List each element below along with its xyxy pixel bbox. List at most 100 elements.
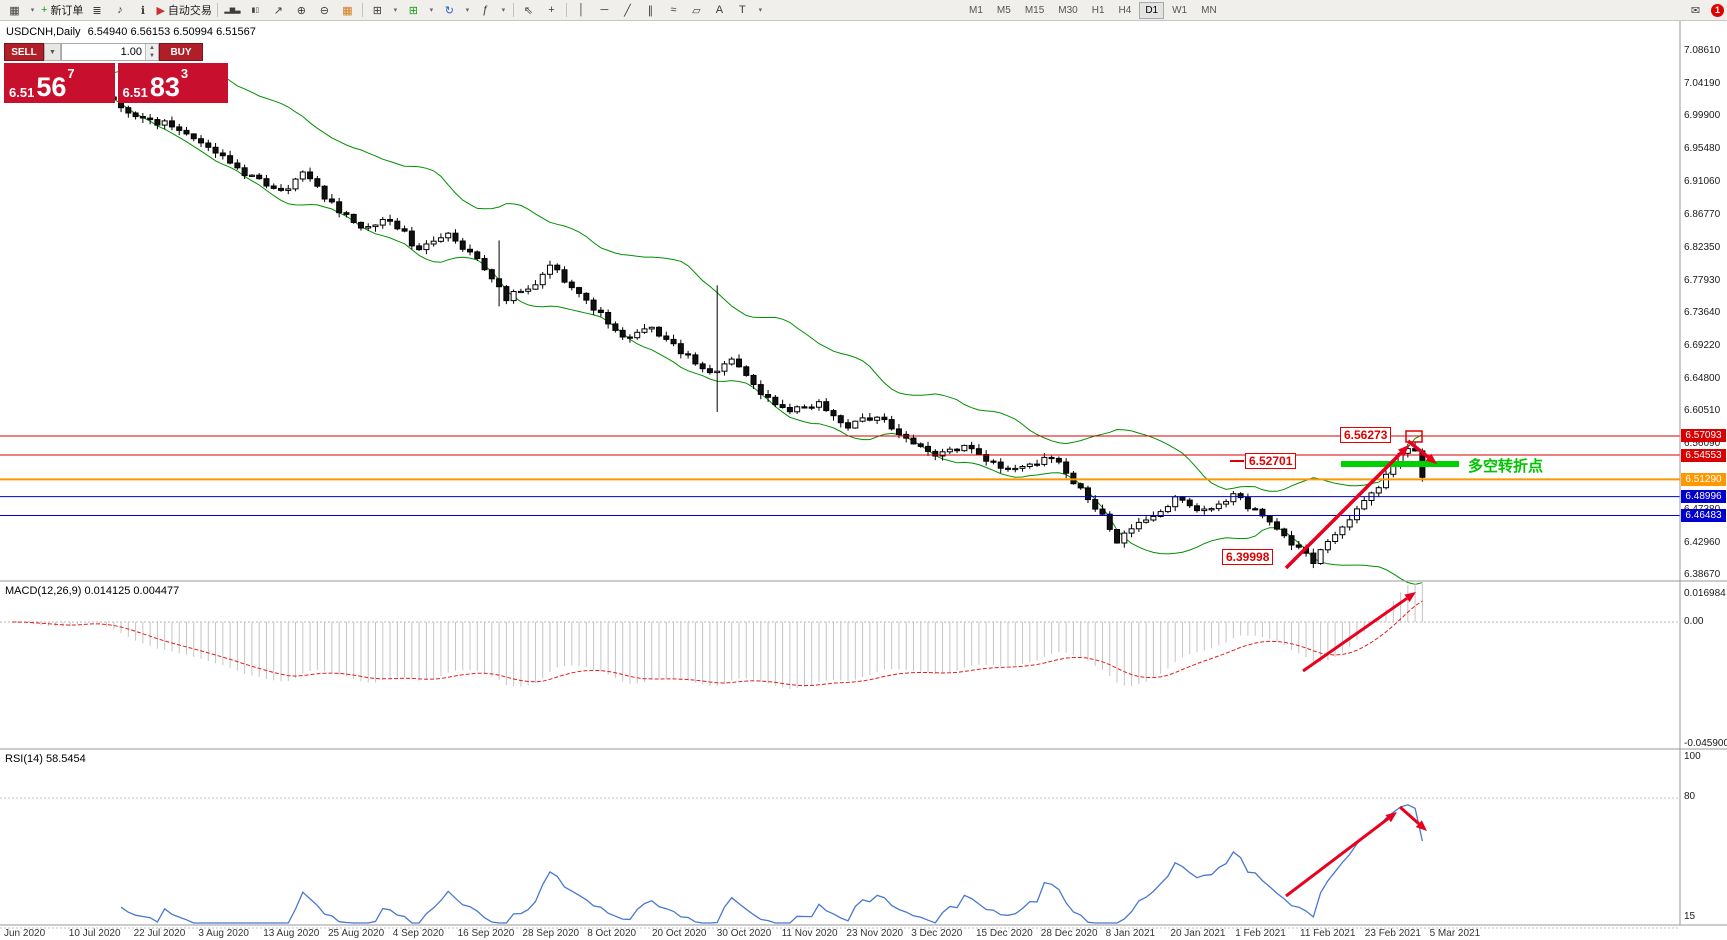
- bar-chart-type-button[interactable]: ▂▆▃: [221, 1, 244, 19]
- candle-body: [1019, 466, 1026, 469]
- price-axis-label: 6.95480: [1684, 143, 1721, 155]
- shapes-tool[interactable]: ▱: [685, 1, 708, 19]
- sell-price-point: 7: [67, 66, 75, 81]
- mail-icon[interactable]: ✉: [1690, 4, 1701, 17]
- price-tag[interactable]: 6.57093: [1681, 429, 1726, 443]
- sell-price-major: 6.51: [9, 85, 35, 100]
- candle-body: [736, 358, 742, 368]
- annotation-pivot-price[interactable]: 6.52701: [1245, 453, 1297, 469]
- price-tag[interactable]: 6.51290: [1681, 472, 1726, 486]
- label-tool[interactable]: T: [731, 1, 754, 19]
- candle-body: [430, 240, 437, 245]
- trend-arrow[interactable]: [1285, 817, 1390, 898]
- timeframe-mn[interactable]: MN: [1201, 4, 1217, 16]
- objects-dropdown[interactable]: ▾: [754, 1, 767, 19]
- candle-body: [837, 415, 844, 424]
- market-watch-button[interactable]: ▦: [336, 1, 359, 19]
- indicators-button[interactable]: ƒ: [474, 1, 497, 19]
- notification-badge[interactable]: 1: [1711, 3, 1724, 17]
- date-axis-label: 1 Feb 2021: [1235, 928, 1286, 939]
- candle-body: [808, 406, 815, 409]
- sell-price-box[interactable]: 6.51 56 7: [4, 63, 115, 103]
- candle-body: [605, 312, 612, 325]
- trend-arrow[interactable]: [1406, 439, 1430, 459]
- charts-icon: ▾: [30, 7, 35, 14]
- new-chart-dropdown[interactable]: ▾: [425, 1, 438, 19]
- annotation-low-price[interactable]: 6.39998: [1222, 549, 1274, 565]
- trend-arrow[interactable]: [1399, 805, 1420, 825]
- date-axis-label: 20 Jan 2021: [1170, 928, 1226, 939]
- price-tag[interactable]: 6.48996: [1681, 490, 1726, 504]
- trendline-tool[interactable]: ╱: [616, 1, 639, 19]
- date-axis-label: 30 Oct 2020: [716, 928, 772, 939]
- sell-dropdown-icon[interactable]: ▼: [44, 43, 61, 61]
- channel-tool[interactable]: ∥: [639, 1, 662, 19]
- spin-down-icon[interactable]: ▼: [146, 52, 158, 60]
- line-chart-type-button[interactable]: ↗: [267, 1, 290, 19]
- date-axis-label: 20 Oct 2020: [652, 928, 707, 939]
- refresh-button[interactable]: ↻: [438, 1, 461, 19]
- sell-button[interactable]: SELL: [4, 43, 44, 61]
- horizontal-line-tool[interactable]: ─: [593, 1, 616, 19]
- cursor-button[interactable]: ⇖: [517, 1, 540, 19]
- tile-windows-button[interactable]: ⊞: [366, 1, 389, 19]
- chart-shift-icon[interactable]: ▦: [3, 1, 26, 19]
- sounds-icon[interactable]: ♪: [108, 1, 131, 19]
- new-chart-button[interactable]: ⊞: [402, 1, 425, 19]
- candle-body: [1128, 528, 1135, 534]
- timeframe-m5[interactable]: M5: [996, 4, 1011, 16]
- buy-button[interactable]: BUY: [159, 43, 203, 61]
- buy-price-box[interactable]: 6.51 83 3: [117, 63, 228, 103]
- timeframe-h4[interactable]: H4: [1118, 4, 1132, 16]
- lot-spinner[interactable]: ▲ ▼: [145, 44, 158, 60]
- price-tag[interactable]: 6.54553: [1681, 448, 1726, 462]
- candle-body: [1201, 508, 1208, 512]
- text-tool[interactable]: A: [708, 1, 731, 19]
- annotation-high-price[interactable]: 6.56273: [1340, 427, 1392, 443]
- timeframe-m1[interactable]: M1: [969, 4, 983, 16]
- spin-up-icon[interactable]: ▲: [146, 44, 158, 52]
- trend-arrow[interactable]: [1302, 597, 1408, 673]
- timeframe-w1[interactable]: W1: [1172, 4, 1188, 16]
- candle-body: [983, 454, 990, 462]
- trend-arrow[interactable]: [1284, 451, 1403, 570]
- macd-signal-line: [11, 600, 1423, 687]
- candle-body: [350, 213, 357, 223]
- candle-chart-type-button[interactable]: ▮▯: [244, 1, 267, 19]
- candle-body: [474, 251, 481, 259]
- refresh-dropdown[interactable]: ▾: [461, 1, 474, 19]
- candle-body: [1106, 513, 1113, 530]
- lot-size-input[interactable]: [62, 44, 145, 60]
- date-axis-label: 3 Aug 2020: [198, 928, 249, 939]
- news-icon[interactable]: ℹ: [131, 1, 154, 19]
- depth-of-market-icon[interactable]: ≣: [85, 1, 108, 19]
- timeframe-m15[interactable]: M15: [1024, 4, 1045, 16]
- fibonacci-tool[interactable]: ≈: [662, 1, 685, 19]
- chart-shift-icon-icon: ▦: [9, 4, 20, 17]
- timeframe-h1[interactable]: H1: [1091, 4, 1105, 16]
- price-tag[interactable]: 6.46483: [1681, 508, 1726, 522]
- candle-body: [1092, 499, 1099, 510]
- indicators-dropdown[interactable]: ▾: [497, 1, 510, 19]
- price-axis-label: 7.04190: [1684, 78, 1721, 90]
- candle-body: [866, 417, 873, 421]
- new-order-button[interactable]: + 新订单: [39, 1, 85, 19]
- peak-highlight-box: [1405, 430, 1423, 443]
- timeframe-d1[interactable]: D1: [1139, 1, 1165, 19]
- candle-body: [263, 178, 270, 187]
- candle-body: [198, 138, 205, 144]
- zoom-out-button[interactable]: ⊖: [313, 1, 336, 19]
- tile-windows-dropdown[interactable]: ▾: [389, 1, 402, 19]
- zoom-in-button[interactable]: ⊕: [290, 1, 313, 19]
- vertical-line-tool[interactable]: │: [570, 1, 593, 19]
- timeframe-m30[interactable]: M30: [1058, 4, 1078, 16]
- charts-dropdown[interactable]: ▾: [26, 1, 39, 19]
- candle-body: [641, 328, 648, 333]
- crosshair-button[interactable]: +: [540, 1, 563, 19]
- candle-body: [881, 416, 888, 421]
- candle-body: [1194, 505, 1201, 512]
- candle-body: [917, 443, 924, 447]
- autotrading-button[interactable]: ▶ 自动交易: [154, 1, 213, 19]
- turning-point-marker[interactable]: [1341, 461, 1459, 467]
